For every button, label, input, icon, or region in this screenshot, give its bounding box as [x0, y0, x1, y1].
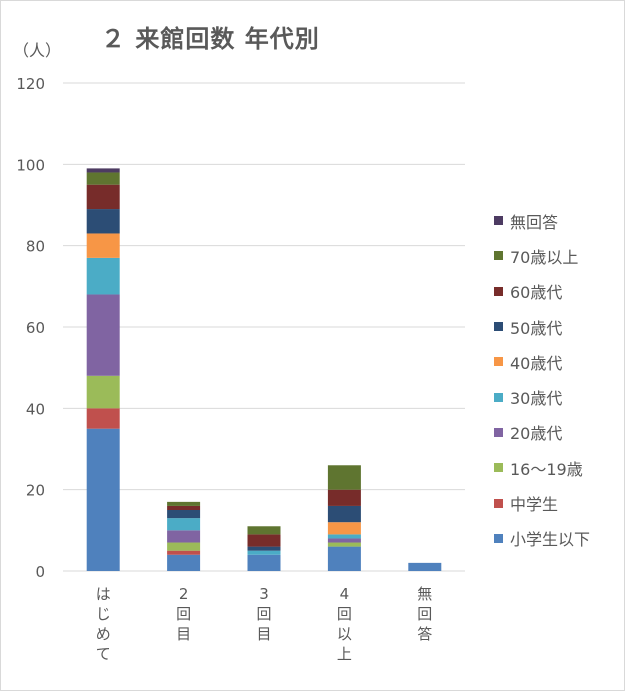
legend-item: 無回答 [494, 203, 619, 238]
legend-swatch [494, 392, 503, 402]
y-tick-label: 0 [35, 563, 45, 581]
legend-swatch [494, 463, 503, 473]
chart-title: ２ 来館回数 年代別 [101, 25, 320, 53]
x-tick-label: 回 [417, 605, 432, 623]
legend: 無回答 70歳以上 60歳代 50歳代 40歳代 30歳代 20歳代 16～19歳 中学生小学生… [494, 203, 619, 556]
legend-item: 50歳代 [494, 309, 619, 344]
y-tick-label: 40 [26, 400, 45, 418]
bar-segment [86, 172, 120, 185]
bar-segment [247, 534, 281, 547]
y-tick-label: 20 [26, 482, 45, 500]
bar-segment [86, 428, 120, 571]
bar-segment [167, 550, 201, 555]
bar-segment [167, 510, 201, 519]
legend-label: 60歳代 [510, 283, 563, 303]
legend-label: 20歳代 [510, 424, 563, 444]
x-tick-label: 3 [259, 585, 269, 603]
x-tick-label: 回 [176, 605, 191, 623]
legend-label: 中学生 [510, 495, 559, 515]
legend-swatch [494, 427, 503, 437]
x-tick-label: 上 [337, 645, 352, 663]
bar-segment [327, 546, 361, 571]
legend-label: 無回答 [510, 212, 559, 232]
bar-segment [86, 257, 120, 295]
x-tick-label: て [96, 645, 111, 663]
bar-segment [247, 554, 281, 571]
bar-segment [86, 168, 120, 173]
legend-label: 40歳代 [510, 353, 563, 373]
x-tick-label: は [96, 585, 111, 603]
legend-item: 30歳代 [494, 379, 619, 414]
bar-segment [327, 465, 361, 490]
y-axis-unit-label: （人） [13, 41, 62, 60]
x-tick-label: 以 [337, 625, 352, 643]
bar-segment [247, 550, 281, 555]
bar-segment [327, 505, 361, 523]
bar-segment [86, 209, 120, 234]
x-tick-label: 回 [337, 605, 352, 623]
legend-swatch [494, 533, 503, 543]
y-tick-label: 80 [26, 238, 45, 256]
bar-segment [86, 184, 120, 210]
bar-segment [86, 408, 120, 429]
bar-segment [167, 501, 201, 506]
legend-item: 60歳代 [494, 274, 619, 309]
x-tick-label: 答 [417, 625, 432, 643]
legend-item: 20歳代 [494, 415, 619, 450]
bar-segment [327, 542, 361, 547]
legend-item: 16～19歳 [494, 450, 619, 485]
legend-item: 中学生 [494, 485, 619, 520]
legend-swatch [494, 216, 503, 226]
x-tick-label: 2 [179, 585, 189, 603]
bar-segment [247, 546, 281, 551]
bar-segment [167, 554, 201, 571]
legend-label: 16～19歳 [510, 459, 583, 479]
x-tick-label: 目 [176, 625, 191, 643]
x-tick-label: め [96, 625, 111, 643]
bar-segment [327, 522, 361, 535]
bar-segment [167, 530, 201, 543]
legend-swatch [494, 498, 503, 508]
legend-item: 小学生以下 [494, 521, 619, 556]
legend-item: 40歳代 [494, 344, 619, 379]
bar-segment [167, 542, 201, 551]
legend-swatch [494, 322, 503, 332]
x-tick-label: 目 [256, 625, 271, 643]
legend-label: 70歳以上 [510, 247, 579, 267]
legend-swatch [494, 357, 503, 367]
bar-segment [327, 538, 361, 543]
y-tick-label: 60 [26, 319, 45, 337]
legend-swatch [494, 286, 503, 296]
x-tick-label: 4 [340, 585, 350, 603]
bar-segment [86, 233, 120, 258]
bar-segment [167, 505, 201, 510]
x-tick-label: 回 [256, 605, 271, 623]
legend-item: 70歳以上 [494, 238, 619, 273]
bar-segment [86, 375, 120, 409]
y-tick-label: 120 [16, 75, 45, 93]
bar-segment [167, 518, 201, 531]
y-tick-label: 100 [16, 156, 45, 174]
x-tick-label: じ [96, 605, 111, 623]
bar-segment [86, 294, 120, 376]
bar-segment [247, 526, 281, 535]
legend-label: 50歳代 [510, 318, 563, 338]
x-tick-label: 無 [417, 585, 432, 603]
legend-swatch [494, 251, 503, 261]
bar-segment [408, 562, 442, 571]
legend-label: 30歳代 [510, 389, 563, 409]
bar-segment [327, 534, 361, 539]
legend-label: 小学生以下 [510, 530, 591, 550]
bar-segment [327, 489, 361, 506]
